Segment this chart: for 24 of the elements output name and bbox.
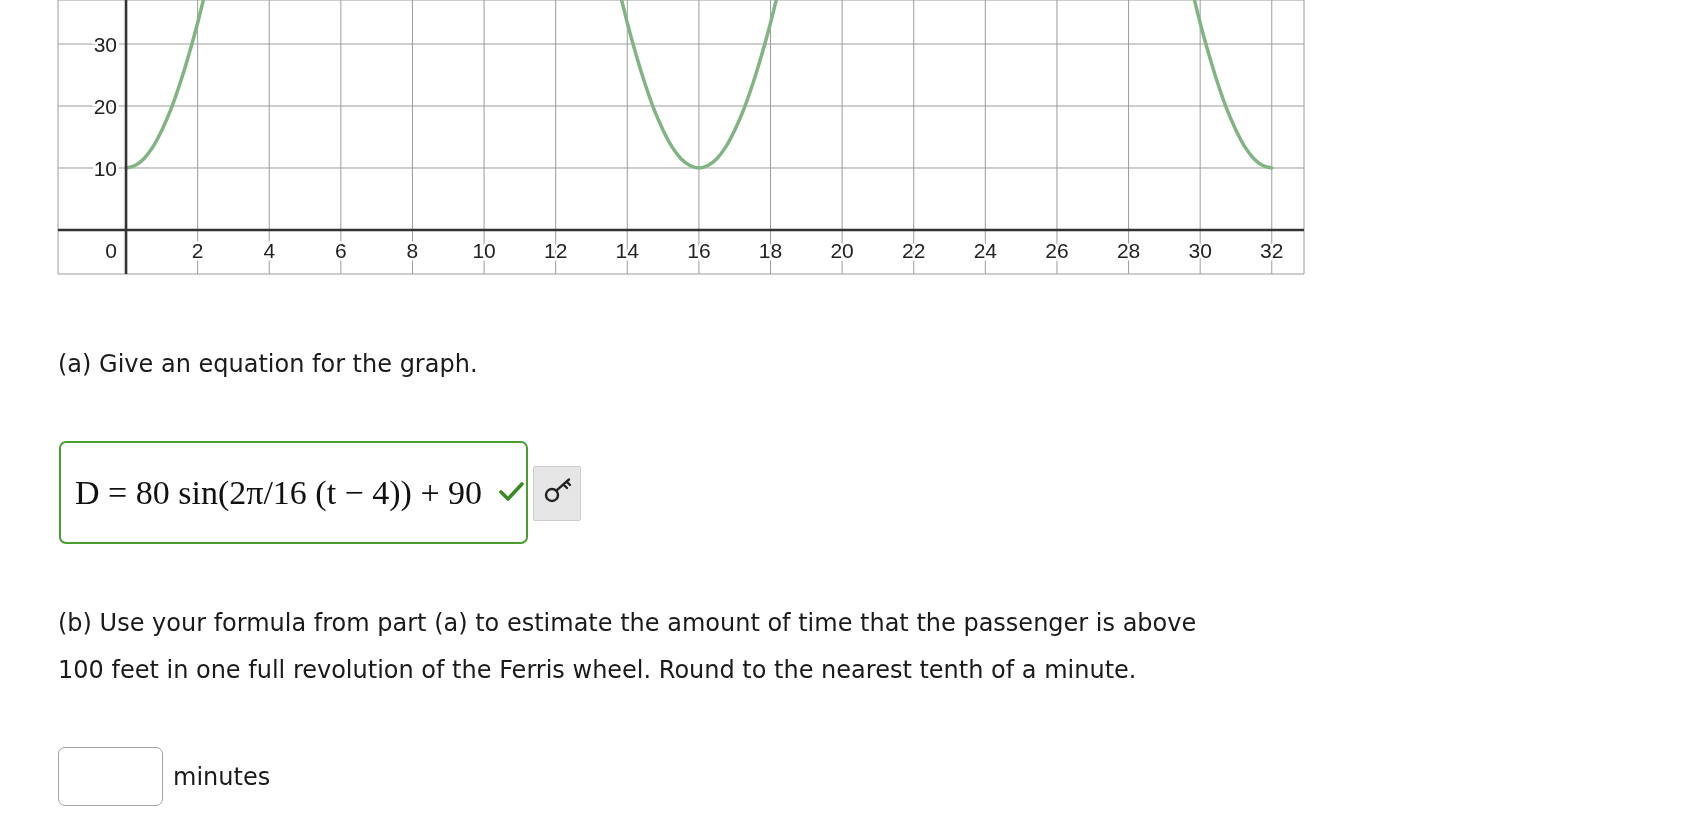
answer-field: D = 80 sin(2π/16 (t − 4)) + 90 — [59, 441, 528, 544]
x-tick-label: 2 — [191, 238, 204, 262]
x-tick-label: 24 — [973, 238, 998, 262]
x-tick-label: 30 — [1188, 238, 1212, 262]
text: minutes — [173, 762, 271, 793]
x-tick-label: 18 — [758, 238, 783, 262]
x-tick-label: 8 — [406, 238, 419, 262]
text: (a) Give an equation for the graph. — [58, 349, 478, 380]
x-tick-label: 32 — [1260, 238, 1284, 262]
x-tick-label: 16 — [687, 238, 711, 262]
text: (b) Use your formula from part (a) to estimate the amount of time that the passenger is above 100 feet in one full revolution of the Ferris wheel. Round to the nearest tenth of a minute. — [58, 608, 1198, 686]
y-tick-label: 20 — [93, 94, 118, 118]
y-tick-label: 0 — [105, 238, 118, 262]
y-tick-label: 10 — [93, 156, 118, 180]
x-tick-label: 28 — [1116, 238, 1141, 262]
x-tick-label: 22 — [902, 238, 926, 262]
x-tick-label: 12 — [544, 238, 568, 262]
y-tick-label: 30 — [93, 32, 118, 56]
x-tick-label: 20 — [830, 238, 854, 262]
x-tick-label: 4 — [263, 238, 276, 262]
x-tick-label: 14 — [615, 238, 640, 262]
x-tick-label: 10 — [472, 238, 496, 262]
x-tick-label: 26 — [1045, 238, 1069, 262]
x-tick-label: 6 — [335, 238, 347, 262]
